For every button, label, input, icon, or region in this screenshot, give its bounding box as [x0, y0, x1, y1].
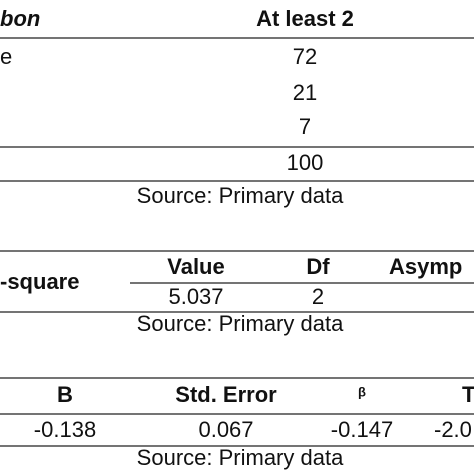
table-3: B Std. Error β T -0.138 0.067 -0.147 -2.…: [0, 377, 474, 470]
header-cell: B: [57, 382, 73, 407]
cell: 2: [312, 284, 324, 309]
header-cell: Std. Error: [175, 382, 277, 407]
cell: 72: [293, 44, 317, 69]
header-cell: β: [358, 384, 366, 399]
cell: 0.067: [198, 417, 253, 442]
row-label: e: [0, 44, 12, 69]
cell: 100: [287, 150, 324, 175]
header-cell: Value: [167, 254, 224, 279]
source-note: Source: Primary data: [137, 311, 344, 336]
cell: 5.037: [168, 284, 223, 309]
table-1: bon At least 2 e 72 21 7 100 Source: Pri…: [0, 6, 474, 208]
header-cell: At least 2: [256, 6, 354, 31]
source-note: Source: Primary data: [137, 445, 344, 470]
cell: -2.0: [434, 417, 472, 442]
table-2: -square Value Df Asymp 5.037 2 Source: P…: [0, 250, 474, 336]
source-note: Source: Primary data: [137, 183, 344, 208]
cell: 21: [293, 80, 317, 105]
cell: -0.147: [331, 417, 393, 442]
cell: 7: [299, 114, 311, 139]
header-label: bon: [0, 6, 40, 31]
header-cell: Asymp: [389, 254, 462, 279]
header-label: -square: [0, 269, 79, 294]
header-cell: Df: [306, 254, 330, 279]
cell: -0.138: [34, 417, 96, 442]
header-cell: T: [462, 382, 474, 407]
